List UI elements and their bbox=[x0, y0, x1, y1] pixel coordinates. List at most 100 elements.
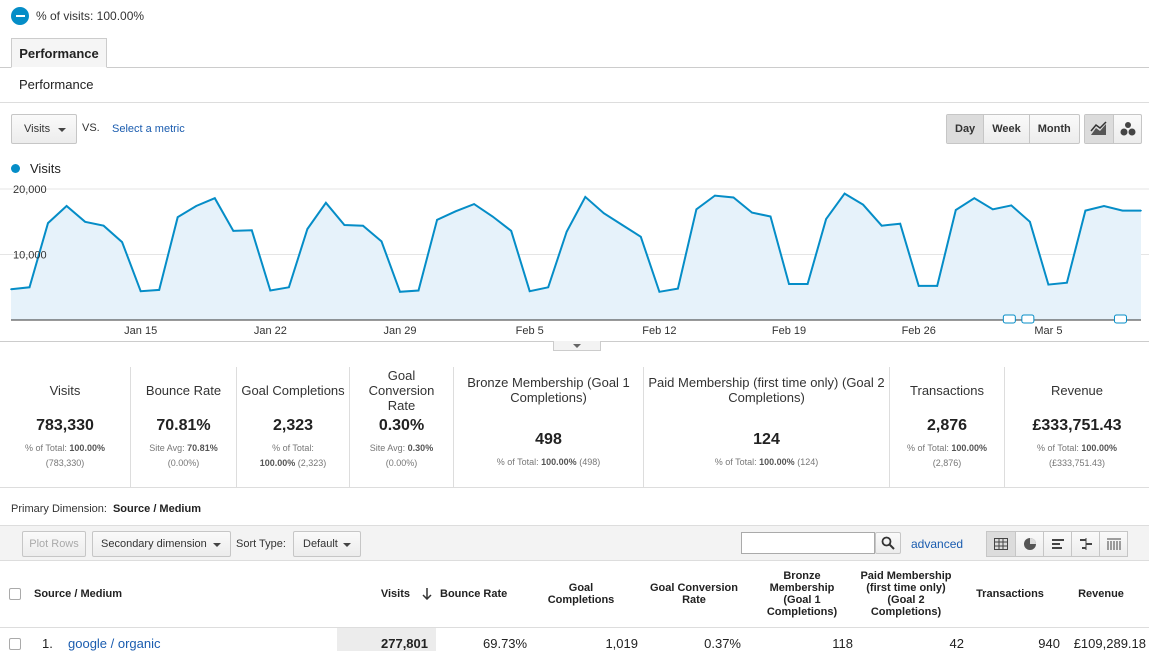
data-point bbox=[306, 228, 309, 230]
data-point bbox=[677, 287, 679, 290]
data-point bbox=[602, 212, 605, 215]
scorecard-label: Bounce Rate bbox=[145, 382, 222, 398]
scorecard-label: Revenue bbox=[1050, 382, 1104, 398]
data-point bbox=[195, 205, 198, 207]
annotation-icon bbox=[1002, 314, 1016, 324]
column-transactions[interactable]: Transactions bbox=[976, 588, 1044, 600]
column-revenue[interactable]: Revenue bbox=[1078, 588, 1124, 600]
data-point bbox=[491, 215, 494, 218]
data-point bbox=[65, 205, 68, 207]
pie-view-icon[interactable] bbox=[1015, 532, 1043, 556]
primary-dimension-value[interactable]: Source / Medium bbox=[112, 503, 201, 515]
segment-label: % of visits: 100.00% bbox=[36, 9, 145, 23]
table-row: 1. google / organic 277,801 69.73% 1,019… bbox=[0, 627, 1149, 651]
column-visits[interactable]: Visits bbox=[380, 588, 410, 600]
table-view-icon[interactable] bbox=[987, 532, 1015, 556]
divider bbox=[0, 102, 1149, 103]
select-metric-link[interactable]: Select a metric bbox=[112, 123, 185, 135]
pivot-view-icon[interactable] bbox=[1099, 532, 1127, 556]
column-bronze-membership[interactable]: Bronze Membership (Goal 1 Completions) bbox=[766, 570, 838, 618]
scorecard-sub: Site Avg: 70.81% (0.00%) bbox=[149, 443, 218, 468]
annotation-icon bbox=[1113, 314, 1127, 324]
column-source-medium[interactable]: Source / Medium bbox=[34, 588, 123, 600]
comparison-view-icon[interactable] bbox=[1071, 532, 1099, 556]
data-point bbox=[158, 289, 160, 291]
metric-select[interactable]: Visits bbox=[11, 114, 77, 144]
scorecard-value: 70.81% bbox=[156, 417, 211, 434]
data-point bbox=[565, 230, 568, 233]
data-point bbox=[973, 197, 976, 199]
primary-dimension-label: Primary Dimension: bbox=[11, 503, 107, 515]
scorecard-bronze-membership: Bronze Membership (Goal 1 Completions) 4… bbox=[453, 367, 643, 487]
data-point bbox=[1140, 209, 1142, 212]
tab-performance[interactable]: Performance bbox=[11, 38, 107, 68]
data-point bbox=[1084, 209, 1087, 212]
data-point bbox=[362, 224, 364, 227]
data-point bbox=[1121, 209, 1124, 212]
table-search-input[interactable] bbox=[741, 532, 875, 554]
x-tick-label: Jan 15 bbox=[124, 325, 157, 337]
data-point bbox=[843, 192, 846, 195]
segment-pie-icon bbox=[11, 7, 29, 25]
column-goal-completions[interactable]: Goal Completions bbox=[547, 582, 615, 606]
scorecard-value: 783,330 bbox=[36, 417, 94, 434]
scorecard-goal-conversion-rate: Goal Conversion Rate 0.30% Site Avg: 0.3… bbox=[349, 367, 453, 487]
secondary-dimension-select[interactable]: Secondary dimension bbox=[92, 531, 231, 557]
column-bounce-rate[interactable]: Bounce Rate bbox=[440, 588, 508, 600]
select-all-checkbox[interactable] bbox=[9, 588, 21, 600]
scorecard-label: Transactions bbox=[910, 382, 984, 398]
chevron-down-icon bbox=[213, 543, 221, 547]
source-medium-link[interactable]: google / organic bbox=[68, 636, 161, 651]
data-point bbox=[288, 286, 290, 289]
data-point bbox=[121, 241, 123, 243]
data-point bbox=[176, 216, 179, 218]
table-header: Source / Medium Visits Bounce Rate Goal … bbox=[0, 561, 1149, 627]
scorecard-sub: % of Total: 100.00% (783,330) bbox=[25, 443, 105, 468]
performance-view-icon[interactable] bbox=[1043, 532, 1071, 556]
search-icon bbox=[881, 536, 895, 550]
data-point bbox=[139, 290, 142, 292]
y-tick-label: 20,000 bbox=[13, 184, 47, 196]
data-point bbox=[325, 201, 327, 204]
scorecard-visits: Visits 783,330 % of Total: 100.00% (783,3… bbox=[0, 367, 130, 487]
data-point bbox=[658, 291, 661, 293]
scorecard-sub: % of Total: 100.00% (498) bbox=[496, 457, 601, 467]
data-point bbox=[528, 290, 531, 292]
scorecard-revenue: Revenue £333,751.43 % of Total: 100.00%(… bbox=[1004, 367, 1149, 487]
column-paid-membership[interactable]: Paid Membership (first time only) (Goal … bbox=[860, 570, 952, 618]
segment-indicator[interactable]: % of visits: 100.00% bbox=[11, 6, 144, 26]
search-button[interactable] bbox=[875, 532, 901, 554]
data-point bbox=[954, 209, 957, 211]
data-point bbox=[510, 230, 512, 232]
primary-dimension: Primary Dimension: Source / Medium bbox=[11, 503, 201, 515]
scorecard-sub: % of Total: 100.00% (2,323) bbox=[259, 443, 327, 468]
data-point bbox=[917, 285, 920, 287]
week-button[interactable]: Week bbox=[983, 115, 1029, 143]
data-point bbox=[232, 230, 235, 232]
scorecard-label: Paid Membership (first time only) (Goal … bbox=[648, 375, 885, 405]
data-point bbox=[584, 196, 587, 198]
motion-chart-icon[interactable] bbox=[1113, 115, 1141, 143]
scorecard-value: 2,876 bbox=[926, 417, 968, 434]
scorecard-sub: % of Total: 100.00% (124) bbox=[714, 457, 819, 467]
sort-type-select[interactable]: Default bbox=[293, 531, 361, 557]
advanced-filter-link[interactable]: advanced bbox=[911, 537, 964, 551]
sort-arrow-down-icon[interactable] bbox=[418, 561, 436, 627]
cell-goal-conversion-rate: 0.37% bbox=[704, 636, 741, 651]
x-tick-label: Jan 29 bbox=[384, 325, 417, 337]
day-button[interactable]: Day bbox=[947, 115, 984, 143]
legend-label: Visits bbox=[30, 161, 61, 176]
scorecard-label: Goal Completions bbox=[241, 382, 345, 398]
line-chart-icon[interactable] bbox=[1085, 115, 1113, 143]
data-point bbox=[28, 286, 31, 289]
chart-expander[interactable] bbox=[553, 341, 601, 351]
scorecard-goal-completions: Goal Completions 2,323 % of Total: 100.00… bbox=[236, 367, 349, 487]
scorecard-paid-membership: Paid Membership (first time only) (Goal … bbox=[643, 367, 889, 487]
metric-select-label: Visits bbox=[24, 123, 51, 135]
row-checkbox[interactable] bbox=[9, 638, 21, 650]
data-point bbox=[695, 208, 698, 211]
data-point bbox=[343, 224, 346, 226]
plot-rows-button[interactable]: Plot Rows bbox=[22, 531, 86, 557]
month-button[interactable]: Month bbox=[1028, 115, 1079, 143]
column-goal-conversion-rate[interactable]: Goal Conversion Rate bbox=[649, 582, 739, 606]
